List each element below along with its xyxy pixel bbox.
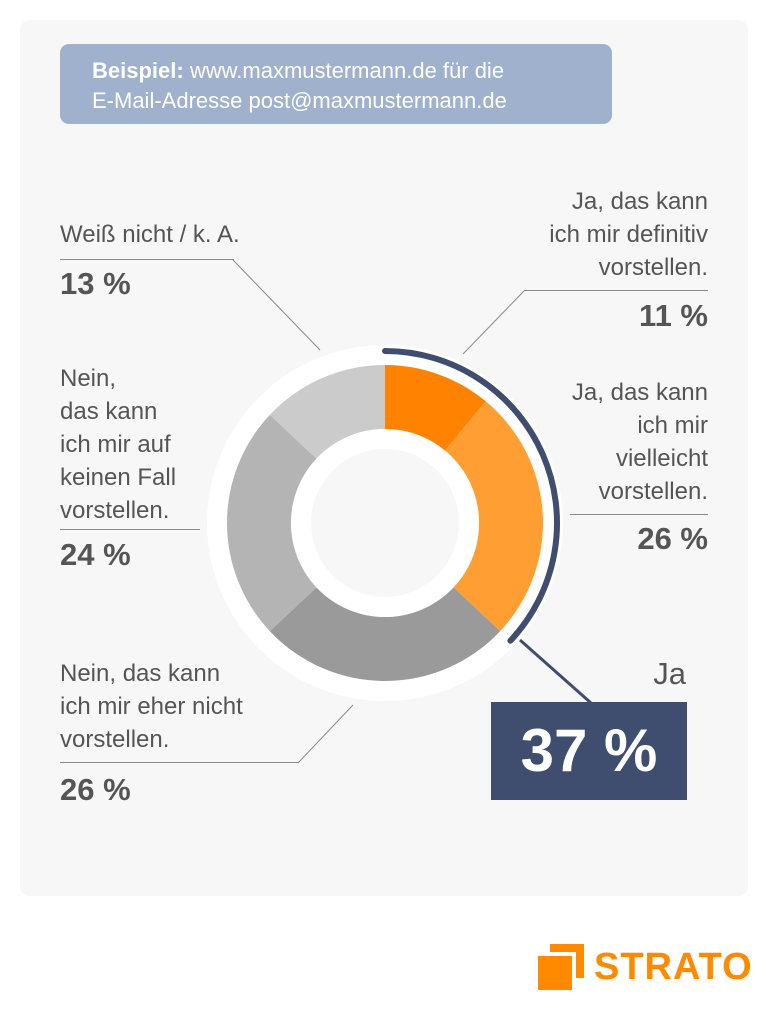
label-vielleicht-line4: vorstellen.: [598, 478, 708, 505]
label-keinen-fall-line5: vorstellen.: [60, 497, 170, 524]
label-keinen-fall-line3: ich mir auf: [60, 431, 171, 458]
leader-lines: [232, 259, 525, 764]
example-line2: E-Mail-Adresse post@maxmustermann.de: [92, 88, 507, 113]
label-vielleicht-line1: Ja, das kann: [571, 379, 708, 406]
leader-ja: [519, 638, 592, 705]
label-vielleicht-line2: ich mir: [637, 412, 708, 439]
label-eher-nicht: Nein, das kann ich mir eher nicht vorste…: [60, 657, 243, 756]
label-definitiv-line1: Ja, das kann: [571, 188, 708, 215]
rule-keinen-fall: [60, 529, 200, 530]
pct-definitiv: 11 %: [639, 298, 708, 333]
label-keinen-fall-line4: keinen Fall: [60, 464, 177, 491]
label-keinen-fall-line2: das kann: [60, 398, 158, 425]
label-eher-nicht-line3: vorstellen.: [60, 726, 170, 753]
label-eher-nicht-line1: Nein, das kann: [60, 660, 221, 687]
strato-logo: STRATO: [538, 944, 753, 990]
rule-definitiv: [524, 290, 708, 291]
example-bold: Beispiel:: [92, 58, 184, 83]
leader-definitiv: [462, 290, 525, 355]
rule-vielleicht: [570, 514, 708, 515]
ja-value-box: 37 %: [491, 702, 687, 800]
label-definitiv-line2: ich mir definitiv: [549, 221, 708, 248]
label-definitiv-line3: vorstellen.: [598, 254, 708, 281]
slice-weiss-nicht: [269, 365, 385, 459]
example-line1: www.maxmustermann.de für die: [189, 58, 505, 83]
label-vielleicht-line3: vielleicht: [615, 445, 708, 472]
strato-logo-text: STRATO: [594, 945, 753, 988]
rule-weiss-nicht: [60, 259, 234, 260]
ja-highlight-arc: [382, 348, 560, 644]
strato-logo-mark: [538, 944, 584, 990]
leader-weiss-nicht: [232, 259, 321, 351]
label-keinen-fall: Nein, das kann ich mir auf keinen Fall v…: [60, 362, 176, 527]
label-weiss-nicht: Weiß nicht / k. A.: [60, 218, 240, 251]
leader-eher-nicht: [297, 704, 354, 764]
donut-hole-inner: [311, 449, 459, 597]
pct-keinen-fall: 24 %: [60, 537, 131, 572]
label-eher-nicht-line2: ich mir eher nicht: [60, 693, 243, 720]
label-vielleicht: Ja, das kann ich mir vielleicht vorstell…: [468, 376, 708, 508]
example-banner: Beispiel: www.maxmustermann.de für die E…: [60, 44, 612, 124]
slice-vielleicht: [444, 401, 543, 632]
ja-label: Ja: [653, 656, 686, 691]
slice-eher-nicht: [269, 587, 501, 681]
slice-definitiv: [385, 365, 486, 451]
label-weiss-nicht-line1: Weiß nicht / k. A.: [60, 221, 240, 248]
pct-vielleicht: 26 %: [637, 521, 708, 556]
pct-weiss-nicht: 13 %: [60, 266, 131, 301]
rule-eher-nicht: [60, 762, 298, 763]
slice-keinen-fall: [227, 414, 317, 632]
pct-eher-nicht: 26 %: [60, 772, 131, 807]
label-definitiv: Ja, das kann ich mir definitiv vorstelle…: [448, 185, 708, 284]
label-keinen-fall-line1: Nein,: [60, 365, 117, 392]
